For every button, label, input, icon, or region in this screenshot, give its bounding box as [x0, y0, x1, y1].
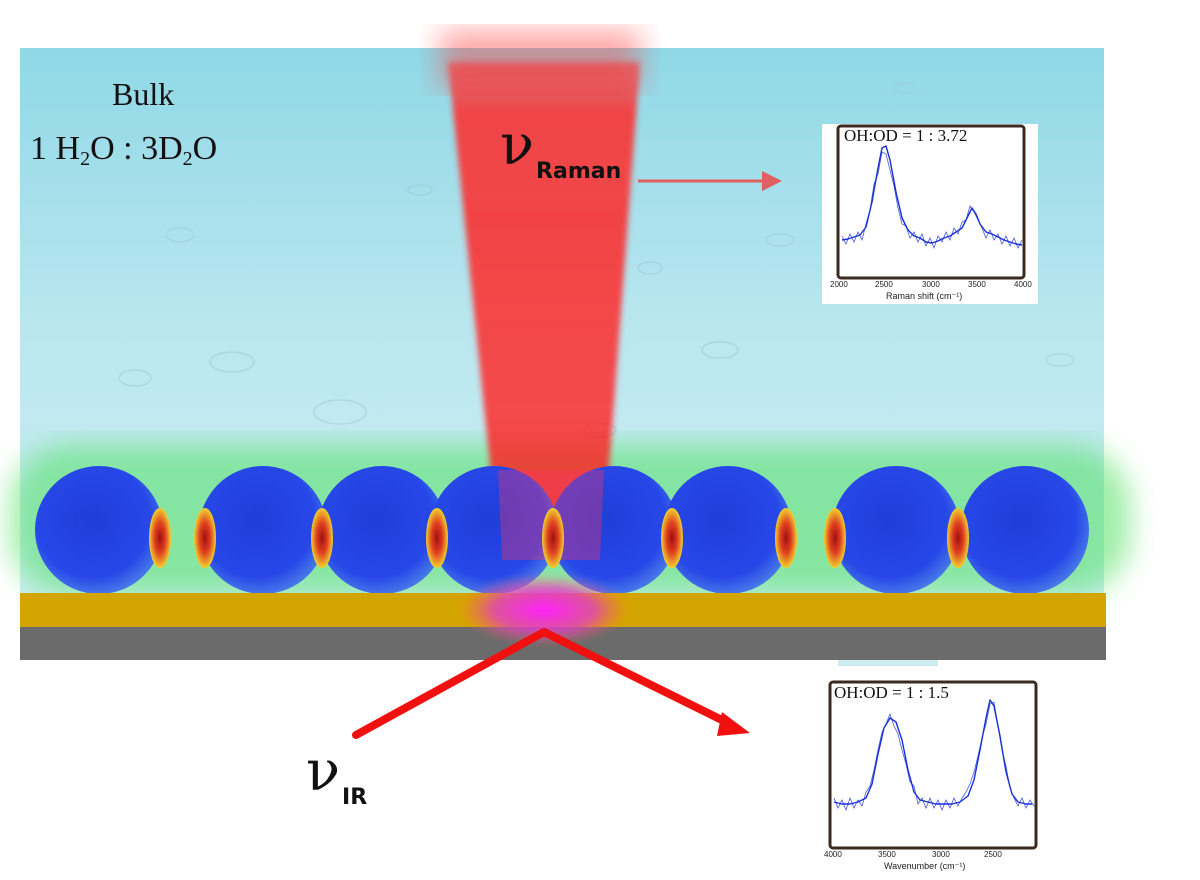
raman-tick: 3000: [922, 280, 940, 289]
raman-tick: 4000: [1014, 280, 1032, 289]
nu-symbol: ν: [500, 113, 535, 178]
hotspot: [194, 508, 216, 568]
hotspot: [426, 508, 448, 568]
focal-spot: [459, 574, 629, 646]
ir-beam: [352, 628, 734, 739]
nanoparticle: [430, 466, 558, 594]
raman-tick: 2000: [830, 280, 848, 289]
nu-ir-label: νIR: [306, 744, 367, 811]
ir-tick: 4000: [824, 850, 842, 859]
raman-plot-frame: [836, 124, 1026, 280]
nanoparticle: [35, 466, 163, 594]
ratio-text-2: O : 3D: [90, 130, 183, 167]
hotspot: [542, 508, 564, 568]
isotope-ratio-label: 1 H2O : 3D2O: [30, 130, 217, 171]
raman-beam: [448, 62, 640, 560]
nu-raman-label: νRaman: [500, 118, 621, 185]
ir-spectrum-inset: OH:OD = 1 : 1.5 4000 3500 3000 2500 Wave…: [822, 680, 1040, 878]
raman-subscript: Raman: [536, 159, 622, 184]
ir-inset-title: OH:OD = 1 : 1.5: [834, 683, 949, 702]
ir-subscript: IR: [342, 785, 368, 810]
nanoparticle: [199, 466, 327, 594]
nanoparticle: [318, 466, 446, 594]
ratio-subscript-2: 2: [182, 148, 193, 170]
hotspot: [824, 508, 846, 568]
raman-inset-title: OH:OD = 1 : 3.72: [844, 126, 968, 145]
hotspot: [661, 508, 683, 568]
hotspot: [149, 508, 171, 568]
hotspot: [775, 508, 797, 568]
nu-symbol: ν: [306, 739, 341, 804]
hotspot: [947, 508, 969, 568]
raman-x-axis-label: Raman shift (cm⁻¹): [886, 291, 963, 301]
raman-arrowhead: [762, 171, 782, 191]
ir-beam-arrowhead: [717, 712, 750, 736]
raman-tick: 2500: [875, 280, 893, 289]
ratio-subscript-1: 2: [80, 148, 91, 170]
ir-tick: 3000: [932, 850, 950, 859]
nanoparticle: [832, 466, 960, 594]
raman-spectrum-noise: [841, 151, 1023, 250]
nanoparticle: [961, 466, 1089, 594]
raman-spectrum-inset: OH:OD = 1 : 3.72 2000 2500 3000 3500 400…: [822, 124, 1038, 304]
ratio-text-1: 1 H: [30, 130, 81, 167]
substrate-highlight: [838, 660, 938, 666]
hotspot: [311, 508, 333, 568]
ir-tick: 2500: [984, 850, 1002, 859]
raman-tick: 3500: [968, 280, 986, 289]
bulk-label: Bulk: [112, 76, 175, 112]
ir-spectrum-noise: [833, 701, 1035, 812]
ratio-text-3: O: [192, 130, 218, 167]
nanoparticle-array: [35, 466, 1089, 594]
plasmonic-hotspots: [149, 508, 969, 568]
ir-tick: 3500: [878, 850, 896, 859]
ir-x-axis-label: Wavenumber (cm⁻¹): [884, 861, 966, 871]
nanoparticle: [664, 466, 792, 594]
nanoparticle: [550, 466, 678, 594]
